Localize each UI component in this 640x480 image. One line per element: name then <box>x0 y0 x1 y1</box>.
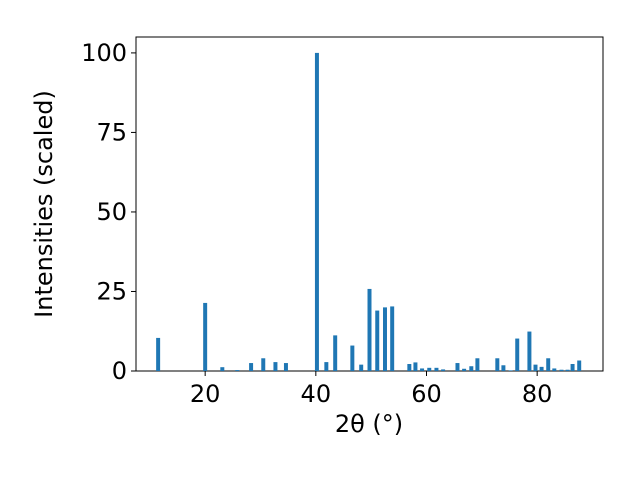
bar <box>469 366 474 371</box>
x-tick-label: 80 <box>522 380 553 408</box>
bar <box>203 302 208 371</box>
bar <box>390 306 395 371</box>
y-tick-label: 25 <box>96 277 127 305</box>
bar <box>273 362 278 371</box>
bar <box>283 363 288 371</box>
bar <box>220 367 225 371</box>
bar <box>552 368 557 371</box>
bar <box>156 337 161 371</box>
y-tick-label: 75 <box>96 118 127 146</box>
x-tick-label: 40 <box>301 380 332 408</box>
x-tick-label: 20 <box>190 380 221 408</box>
bar <box>375 310 380 371</box>
bar <box>383 307 387 371</box>
bar <box>413 362 418 371</box>
x-tick-label: 60 <box>411 380 442 408</box>
x-axis-label: 2θ (°) <box>335 410 403 438</box>
bar <box>501 365 506 371</box>
bar <box>333 335 338 371</box>
bar <box>577 360 582 371</box>
bar <box>359 364 364 371</box>
bar <box>324 362 329 371</box>
bar <box>527 331 532 371</box>
bar <box>533 364 538 371</box>
bar <box>261 358 266 371</box>
y-tick-label: 0 <box>112 357 127 385</box>
bar <box>515 338 520 371</box>
bar <box>407 364 412 371</box>
bar <box>565 369 570 371</box>
bar <box>367 288 372 371</box>
bar <box>427 367 432 371</box>
bar <box>420 368 425 371</box>
bar <box>475 358 480 371</box>
y-axis-label: Intensities (scaled) <box>30 90 58 318</box>
bar <box>570 364 575 371</box>
bar <box>350 345 355 371</box>
y-tick-label: 50 <box>96 198 127 226</box>
bar <box>462 368 467 371</box>
bar <box>495 358 500 371</box>
bar <box>434 367 439 371</box>
y-tick-label: 100 <box>81 39 127 67</box>
bar <box>455 363 460 371</box>
bar <box>508 370 513 371</box>
bar <box>235 370 240 371</box>
bar <box>559 369 564 371</box>
bar <box>441 369 446 371</box>
bar <box>249 363 254 371</box>
bar <box>314 52 319 372</box>
bar <box>539 366 544 371</box>
bar <box>546 358 551 371</box>
